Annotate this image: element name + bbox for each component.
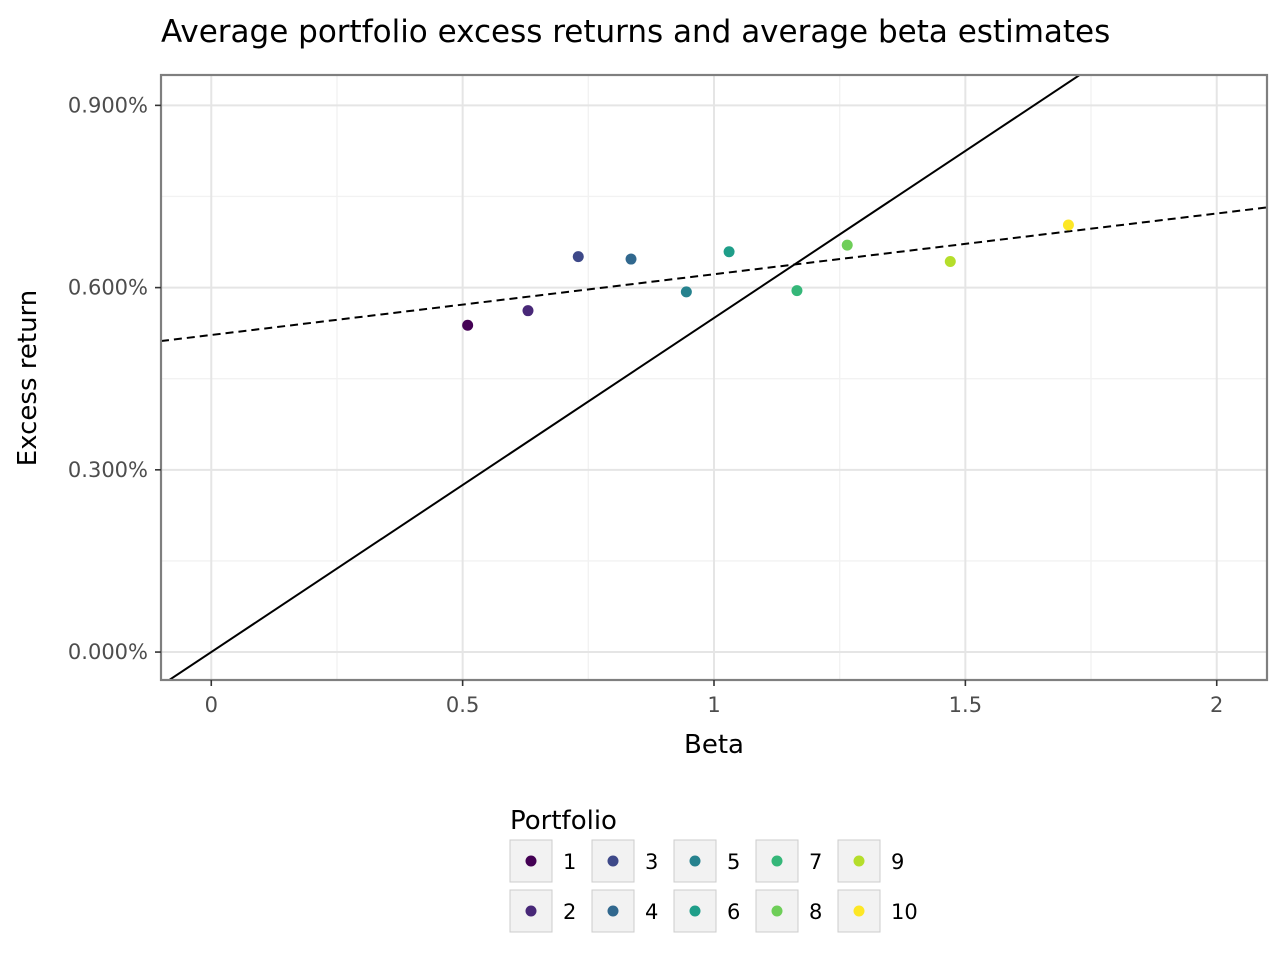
- legend-item-3: 3: [591, 839, 658, 883]
- legend-label: 10: [891, 900, 918, 924]
- y-tick-label: 0.300%: [68, 458, 148, 482]
- legend-label: 7: [809, 850, 822, 874]
- legend-item-7: 7: [755, 839, 822, 883]
- x-tick-label: 1.5: [949, 693, 982, 717]
- legend-swatch: [853, 905, 865, 917]
- sml-line: [167, 75, 1082, 680]
- legend-label: 8: [809, 900, 822, 924]
- y-axis-ticks: 0.000% 0.300% 0.600% 0.900%: [68, 93, 161, 664]
- x-axis-title: Beta: [684, 730, 744, 760]
- legend-swatch: [771, 905, 783, 917]
- legend-label: 4: [645, 900, 658, 924]
- legend-label: 6: [727, 900, 740, 924]
- legend-label: 3: [645, 850, 658, 874]
- point-portfolio-6: [723, 246, 735, 258]
- legend-item-9: 9: [837, 839, 904, 883]
- y-tick-label: 0.000%: [68, 640, 148, 664]
- legend-swatch: [771, 855, 783, 867]
- legend-title: Portfolio: [510, 806, 617, 836]
- y-axis-title: Excess return: [13, 290, 43, 467]
- legend-item-2: 2: [509, 889, 576, 933]
- point-portfolio-4: [625, 253, 637, 265]
- data-points: [462, 219, 1074, 331]
- legend-item-8: 8: [755, 889, 822, 933]
- fitted-line: [161, 206, 1267, 343]
- point-portfolio-3: [572, 251, 584, 263]
- legend-swatch: [689, 855, 701, 867]
- legend-key: [509, 839, 553, 883]
- legend-item-1: 1: [509, 839, 576, 883]
- legend-item-4: 4: [591, 889, 658, 933]
- legend-label: 2: [563, 900, 576, 924]
- legend-label: 5: [727, 850, 740, 874]
- legend-swatch: [525, 855, 537, 867]
- legend-item-6: 6: [673, 889, 740, 933]
- x-tick-label: 2: [1210, 693, 1223, 717]
- legend-label: 1: [563, 850, 576, 874]
- x-tick-label: 0: [205, 693, 218, 717]
- point-portfolio-7: [791, 285, 803, 297]
- x-tick-label: 0.5: [446, 693, 479, 717]
- point-portfolio-1: [462, 319, 474, 331]
- legend-swatch: [689, 905, 701, 917]
- legend-swatch: [607, 905, 619, 917]
- y-tick-label: 0.600%: [68, 276, 148, 300]
- legend: 1 2 3 4 5 6 7 8 9 10: [509, 839, 918, 933]
- legend-item-5: 5: [673, 839, 740, 883]
- reference-lines: [161, 75, 1267, 680]
- point-portfolio-2: [522, 305, 534, 317]
- x-axis-ticks: 0 0.5 1 1.5 2: [205, 680, 1223, 717]
- grid: [161, 75, 1267, 680]
- legend-label: 9: [891, 850, 904, 874]
- legend-key: [673, 889, 717, 933]
- legend-swatch: [525, 905, 537, 917]
- point-portfolio-5: [680, 286, 692, 298]
- point-portfolio-10: [1062, 219, 1074, 231]
- legend-swatch: [607, 855, 619, 867]
- y-tick-label: 0.900%: [68, 93, 148, 117]
- legend-item-10: 10: [837, 889, 918, 933]
- legend-swatch: [853, 855, 865, 867]
- chart-title: Average portfolio excess returns and ave…: [161, 14, 1110, 50]
- point-portfolio-8: [841, 239, 853, 251]
- x-tick-label: 1: [707, 693, 720, 717]
- point-portfolio-9: [944, 255, 956, 267]
